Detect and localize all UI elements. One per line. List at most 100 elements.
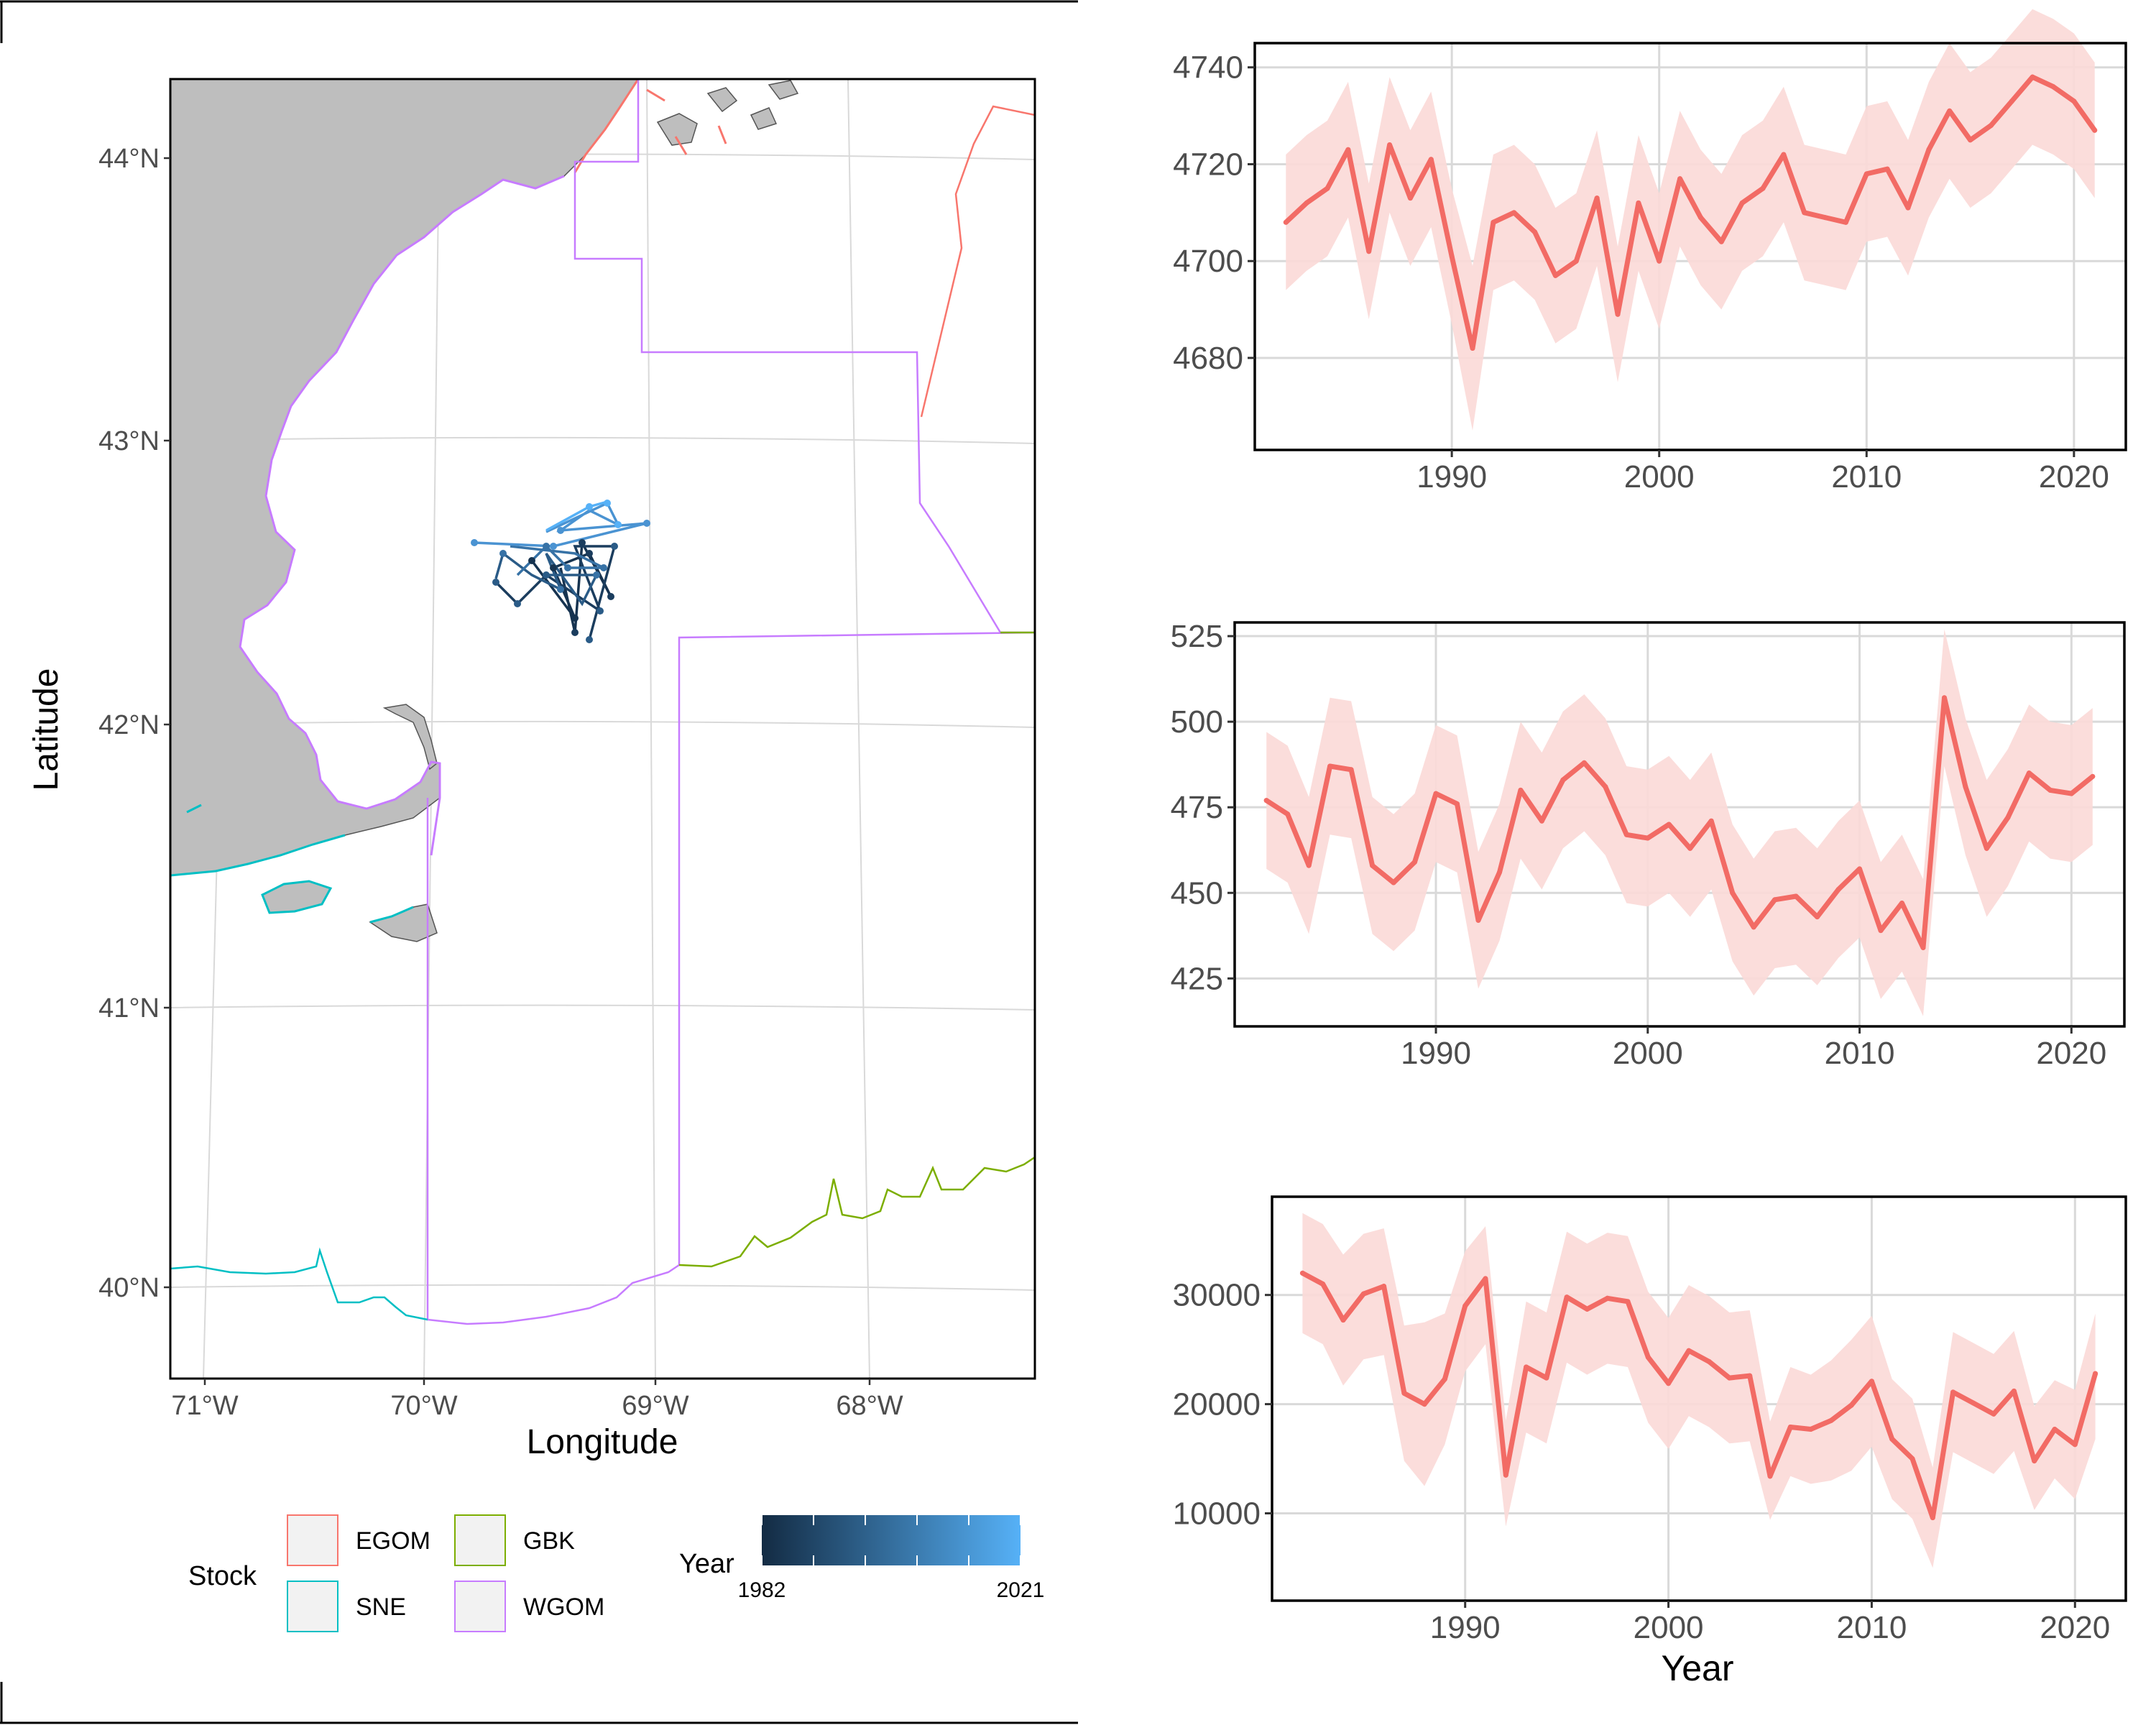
- data-point: [1283, 219, 1289, 225]
- stock-key-egom: [287, 1514, 338, 1566]
- data-point: [1263, 798, 1269, 804]
- sne-coast-outline: [170, 804, 414, 924]
- stock-label-egom: EGOM: [356, 1527, 430, 1555]
- data-point: [1657, 258, 1662, 264]
- data-point: [1412, 859, 1418, 865]
- year-legend: Year 1982 2021: [679, 1515, 1044, 1602]
- lat-tick-label: 41°N: [98, 993, 160, 1024]
- lon-tick-label: 71°W: [171, 1391, 238, 1421]
- track-point: [528, 557, 535, 564]
- y-tick-label: 475: [1171, 790, 1223, 825]
- data-point: [1345, 147, 1351, 152]
- data-point: [1428, 157, 1434, 162]
- data-point: [1496, 870, 1502, 875]
- data-point: [1687, 845, 1693, 851]
- data-point: [1781, 152, 1787, 157]
- year-colorbar-ticks: [761, 1515, 1021, 1565]
- data-point: [2090, 773, 2096, 779]
- confidence-band: [1302, 1213, 2096, 1568]
- y-tick-label: 525: [1171, 619, 1223, 654]
- data-point: [1340, 1317, 1346, 1323]
- data-point: [1747, 1373, 1753, 1379]
- x-tick-label: 2020: [2036, 1036, 2106, 1071]
- data-point: [1381, 1284, 1387, 1289]
- wgom-boundary: [426, 79, 1035, 1325]
- data-point: [1581, 760, 1587, 765]
- data-point: [1823, 215, 1828, 221]
- centroid-points: [471, 500, 650, 643]
- data-point: [1767, 1473, 1773, 1479]
- series-line: [1299, 1270, 2099, 1521]
- data-point: [1449, 253, 1455, 259]
- data-point: [1984, 845, 1989, 851]
- data-point: [2093, 1371, 2099, 1376]
- graticule-lon-69: [646, 79, 656, 1379]
- data-point: [1772, 897, 1778, 903]
- data-point: [1327, 763, 1333, 769]
- data-point: [2005, 814, 2011, 820]
- map-graticule: [170, 79, 1035, 1379]
- graticule-lon-68: [847, 79, 870, 1379]
- lon-tick-label: 70°W: [390, 1391, 457, 1421]
- track-point: [593, 571, 600, 579]
- map-panel: 44°N 43°N 42°N 41°N 40°N 71°W 70°W 69°W …: [27, 78, 1036, 1461]
- data-point: [1422, 1402, 1427, 1407]
- data-point: [1751, 924, 1756, 930]
- y-tick-label: 4700: [1173, 244, 1243, 279]
- track-point: [600, 564, 607, 571]
- lat-tick-label: 44°N: [98, 144, 160, 174]
- data-point: [1848, 1402, 1854, 1408]
- data-point: [1455, 801, 1460, 806]
- data-point: [1503, 1472, 1508, 1478]
- panel-frame: [1271, 1195, 2127, 1602]
- y-tick-label: 10000: [1173, 1496, 1261, 1531]
- confidence-band: [1266, 629, 2093, 1016]
- data-point: [1518, 787, 1524, 793]
- data-point: [1793, 893, 1799, 899]
- map-ticks: [164, 157, 871, 1385]
- confidence-band: [1286, 9, 2095, 431]
- track-point: [586, 636, 593, 643]
- data-point: [2068, 791, 2074, 796]
- data-point: [2047, 787, 2053, 793]
- data-point: [1645, 835, 1651, 841]
- lon-tick-label: 69°W: [622, 1391, 688, 1421]
- data-point: [1708, 818, 1714, 824]
- timeseries-panel-1: 1990 2000 2010 2020 4680 4700 4720 4740: [1173, 9, 2127, 494]
- graticule-lon-70: [423, 79, 441, 1379]
- y-tick-label: 4720: [1173, 147, 1243, 182]
- y-tick-label: 4680: [1173, 341, 1243, 376]
- egom-boundary: [920, 105, 1035, 418]
- data-point: [2030, 74, 2035, 80]
- track-point: [543, 543, 550, 550]
- gbk-boundary: [678, 631, 1035, 1268]
- data-point: [2072, 1442, 2078, 1448]
- data-point: [1645, 1354, 1651, 1360]
- x-tick-label: 1990: [1401, 1036, 1471, 1071]
- x-tick-label: 2000: [1624, 459, 1695, 494]
- data-point: [1787, 1424, 1793, 1430]
- track-point: [604, 500, 611, 507]
- data-point: [1909, 1456, 1915, 1462]
- data-point: [1968, 137, 1973, 143]
- x-tick-label: 2010: [1825, 1036, 1895, 1071]
- data-point: [1605, 1295, 1611, 1301]
- data-point: [1325, 185, 1330, 191]
- data-point: [1360, 1291, 1366, 1297]
- graticule-lat-41: [170, 1004, 1035, 1011]
- data-point: [1391, 880, 1396, 886]
- stock-key-gbk: [454, 1514, 506, 1566]
- stock-label-gbk: GBK: [523, 1527, 575, 1555]
- data-point: [1666, 822, 1672, 827]
- data-point: [1584, 1306, 1590, 1312]
- data-point: [2052, 1427, 2058, 1432]
- cape-cod-hook: [382, 704, 438, 770]
- data-point: [1889, 1436, 1895, 1442]
- data-point: [1843, 219, 1848, 225]
- track-point: [557, 527, 564, 534]
- data-point: [2071, 98, 2077, 104]
- year-max-label: 2021: [997, 1578, 1045, 1602]
- track-point: [543, 571, 550, 579]
- stock-legend: Stock EGOM GBK SNE WGOM: [188, 1514, 604, 1632]
